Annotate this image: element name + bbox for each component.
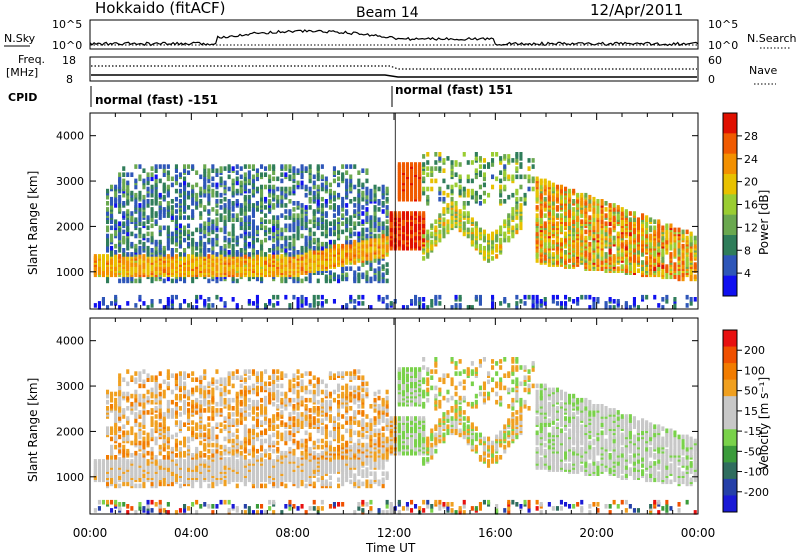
velocity-colorbar-tick-label: -100 <box>744 466 769 479</box>
velocity-colorbar-swatch <box>723 412 737 430</box>
cpid-label: CPID <box>8 91 37 104</box>
power-y-tick-label: 3000 <box>56 175 84 188</box>
nsky-label: N.Sky <box>4 32 36 45</box>
power-echo-cells <box>93 152 697 310</box>
power-y-axis-label: Slant Range [km] <box>26 171 40 275</box>
power-colorbar-swatch <box>723 133 737 155</box>
nsky-trace-line <box>89 29 699 47</box>
freq-panel-frame <box>89 56 699 82</box>
freq-tick-bottom: 8 <box>66 73 73 86</box>
freq-tick-top: 18 <box>62 54 76 67</box>
velocity-colorbar-swatch <box>723 495 737 513</box>
nave-label: Nave <box>749 64 777 77</box>
freq-label: Freq. <box>18 53 45 66</box>
power-panel: 1000 2000 3000 4000 <box>56 112 699 310</box>
velocity-colorbar-swatch <box>723 363 737 381</box>
velocity-colorbar-swatch <box>723 429 737 447</box>
x-axis-label: Time UT <box>365 541 416 554</box>
velocity-colorbar: 200 100 50 15 -15 -50 -100 -200 <box>722 329 769 513</box>
velocity-panel: 1000 2000 3000 4000 <box>56 317 699 515</box>
cpid-segment-2: normal (fast) 151 <box>395 83 513 97</box>
cpid-segment-1: normal (fast) -151 <box>95 93 218 107</box>
velocity-colorbar-swatch <box>723 396 737 414</box>
velocity-y-tick-label: 4000 <box>56 335 84 348</box>
power-colorbar-swatch <box>723 255 737 277</box>
x-axis: 00:00 04:00 08:00 12:00 16:00 20:00 00:00 <box>73 526 716 540</box>
velocity-colorbar-tick-label: 15 <box>744 405 758 418</box>
date-title: 12/Apr/2011 <box>590 1 683 19</box>
velocity-colorbar-frame <box>722 329 738 513</box>
power-colorbar-swatch <box>723 214 737 236</box>
power-colorbar-swatch <box>723 275 737 297</box>
nsky-tick-bottom: 10^0 <box>52 39 82 52</box>
power-colorbar-tick-label: 16 <box>744 199 758 212</box>
velocity-colorbar-swatch <box>723 379 737 397</box>
power-colorbar-tick-label: 8 <box>744 244 751 257</box>
velocity-colorbar-swatch <box>723 478 737 496</box>
x-tick-label: 20:00 <box>579 526 614 540</box>
x-tick-label: 00:00 <box>73 526 108 540</box>
x-tick-label: 04:00 <box>174 526 209 540</box>
power-colorbar-tick-label: 12 <box>744 221 758 234</box>
velocity-y-axis-label: Slant Range [km] <box>26 378 40 482</box>
velocity-y-tick-label: 1000 <box>56 471 84 484</box>
power-y-tick-label: 1000 <box>56 266 84 279</box>
nsearch-tick-bottom: 10^0 <box>708 39 738 52</box>
power-colorbar: 28 24 20 16 12 8 4 <box>722 112 758 297</box>
velocity-y-tick-label: 2000 <box>56 425 84 438</box>
velocity-y-tick-label: 3000 <box>56 380 84 393</box>
nave-tick-bottom: 0 <box>708 73 715 86</box>
power-y-tick-label: 2000 <box>56 220 84 233</box>
velocity-colorbar-tick-label: -15 <box>744 425 762 438</box>
velocity-echo-cells <box>93 357 697 515</box>
power-colorbar-tick-label: 20 <box>744 176 758 189</box>
power-colorbar-swatch <box>723 235 737 256</box>
nsearch-tick-top: 10^5 <box>708 18 738 31</box>
velocity-colorbar-swatch <box>723 346 737 364</box>
velocity-colorbar-tick-label: 200 <box>744 344 765 357</box>
freq-trace <box>91 74 697 78</box>
nave-trace <box>91 65 697 70</box>
nsearch-label: N.Search <box>747 32 797 45</box>
power-colorbar-tick-label: 4 <box>744 267 751 280</box>
power-colorbar-label: Power [dB] <box>757 190 771 255</box>
velocity-colorbar-swatch <box>723 445 737 463</box>
velocity-colorbar-tick-label: -50 <box>744 445 762 458</box>
beam-title: Beam 14 <box>356 5 419 21</box>
x-tick-label: 12:00 <box>377 526 412 540</box>
velocity-colorbar-swatch <box>723 330 737 348</box>
nsky-panel-frame <box>89 19 699 50</box>
power-colorbar-swatch <box>723 174 737 195</box>
x-tick-label: 16:00 <box>478 526 513 540</box>
nsky-trace <box>89 29 699 47</box>
velocity-colorbar-label: Velocity [m s⁻¹] <box>757 377 771 470</box>
power-y-tick-label: 4000 <box>56 130 84 143</box>
nave-tick-top: 60 <box>708 54 722 67</box>
velocity-colorbar-tick-label: -200 <box>744 486 769 499</box>
nsky-tick-top: 10^5 <box>52 18 82 31</box>
velocity-colorbar-tick-label: 50 <box>744 385 758 398</box>
velocity-colorbar-tick-label: 100 <box>744 364 765 377</box>
velocity-colorbar-swatch <box>723 462 737 480</box>
power-colorbar-swatch <box>723 153 737 175</box>
x-tick-label: 08:00 <box>275 526 310 540</box>
power-colorbar-tick-label: 28 <box>744 130 758 143</box>
x-tick-label: 00:00 <box>681 526 716 540</box>
power-colorbar-swatch <box>723 194 737 216</box>
power-colorbar-tick-label: 24 <box>744 153 758 166</box>
station-title: Hokkaido (fitACF) <box>95 0 226 17</box>
freq-unit-label: [MHz] <box>6 66 38 79</box>
power-colorbar-swatch <box>723 113 737 134</box>
